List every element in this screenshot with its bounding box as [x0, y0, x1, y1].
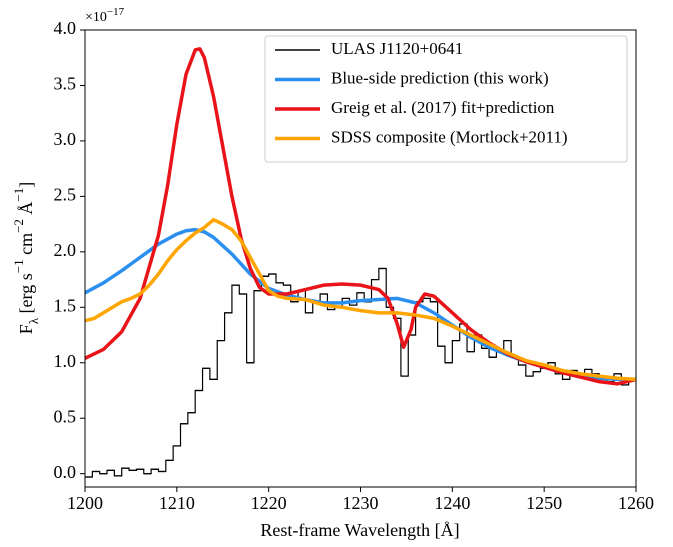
- x-tick-label: 1200: [67, 493, 103, 513]
- x-tick-label: 1220: [251, 493, 287, 513]
- y-tick-label: 1.5: [54, 295, 77, 315]
- legend-label: Blue-side prediction (this work): [331, 68, 549, 87]
- y-tick-label: 1.0: [54, 351, 77, 371]
- y-tick-label: 0.0: [54, 462, 77, 482]
- y-tick-label: 0.5: [54, 406, 77, 426]
- x-axis-label: Rest-frame Wavelength [Å]: [260, 520, 459, 540]
- series-line: [85, 217, 636, 382]
- y-tick-label: 3.0: [54, 129, 77, 149]
- y-label-part: cm: [16, 233, 36, 260]
- legend-label: SDSS composite (Mortlock+2011): [331, 127, 568, 146]
- y-label-part: [erg s: [16, 273, 36, 318]
- legend-label: ULAS J1120+0641: [331, 39, 463, 58]
- y-tick-label: 4.0: [54, 18, 77, 38]
- offset-exp: −17: [107, 6, 125, 18]
- legend-box: [264, 35, 628, 163]
- y-tick-label: 3.5: [54, 74, 77, 94]
- x-tick-label: 1230: [343, 493, 379, 513]
- y-label-sub: λ: [26, 317, 41, 324]
- offset-base: ×10: [85, 10, 107, 25]
- y-tick-label: 2.5: [54, 185, 77, 205]
- offset-label: ×10−17: [85, 6, 125, 26]
- legend-label: Greig et al. (2017) fit+prediction: [331, 98, 555, 117]
- x-tick-label: 1210: [159, 493, 195, 513]
- x-tick-label: 1240: [434, 493, 470, 513]
- x-tick-label: 1260: [618, 493, 654, 513]
- y-label-sup: −2: [11, 219, 26, 233]
- y-label-part: ]: [16, 182, 36, 188]
- y-label-sup: −1: [11, 188, 26, 202]
- y-tick-label: 2.0: [54, 240, 77, 260]
- plot-area: [85, 47, 636, 478]
- x-tick-label: 1250: [526, 493, 562, 513]
- y-label-sup: −1: [11, 259, 26, 273]
- y-label-part: F: [16, 324, 36, 334]
- series-line: [85, 227, 636, 382]
- y-label-part: Å: [16, 202, 36, 220]
- legend: ULAS J1120+0641 Blue-side prediction (thi…: [264, 35, 628, 163]
- y-axis-label: Fλ [erg s−1 cm−2 Å−1]: [11, 182, 41, 335]
